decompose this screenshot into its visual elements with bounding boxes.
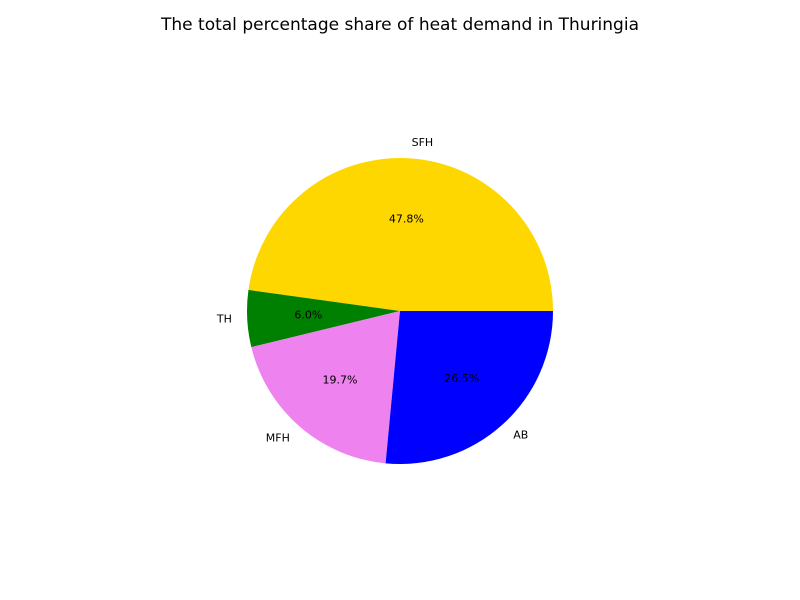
slice-percent-sfh: 47.8%	[389, 212, 424, 225]
chart-title: The total percentage share of heat deman…	[160, 15, 639, 35]
slice-label-mfh: MFH	[266, 431, 290, 444]
slice-percent-th: 6.0%	[294, 309, 322, 322]
slice-label-sfh: SFH	[412, 136, 434, 149]
pie-slices	[247, 157, 553, 464]
slice-label-ab: AB	[513, 428, 528, 441]
pie-labels: SFH 47.8% TH 6.0% MFH 19.7% AB 26.5%	[216, 136, 528, 444]
slice-percent-ab: 26.5%	[444, 372, 479, 385]
slice-percent-mfh: 19.7%	[322, 373, 357, 386]
pie-slice-sfh	[248, 157, 553, 311]
pie-slice-mfh	[251, 311, 400, 464]
pie-slice-ab	[385, 311, 553, 464]
pie-slice-th	[247, 289, 400, 348]
slice-label-th: TH	[216, 312, 232, 325]
